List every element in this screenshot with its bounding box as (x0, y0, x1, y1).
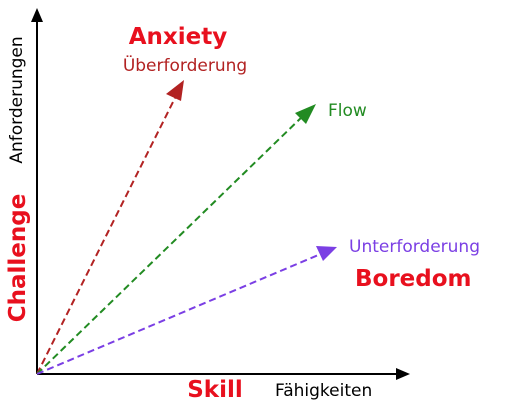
y-axis-arrowhead (31, 8, 43, 22)
ueberforderung-label: Überforderung (123, 54, 247, 76)
x-axis-label-skill: Skill (187, 377, 243, 401)
anxiety-arrow (36, 91, 179, 375)
x-axis-label-faehigkeiten: Fähigkeiten (275, 381, 372, 401)
boredom-arrowhead (316, 246, 337, 261)
y-axis-label-challenge: Challenge (5, 194, 31, 323)
anxiety-label: Anxiety (129, 24, 227, 50)
x-axis-arrowhead (396, 368, 410, 380)
unterforderung-label: Unterforderung (349, 237, 480, 257)
flow-arrowhead (295, 104, 316, 124)
boredom-arrow (36, 252, 324, 375)
flow-label: Flow (328, 101, 367, 121)
boredom-label: Boredom (355, 266, 472, 292)
flow-arrow (36, 113, 306, 375)
y-axis-label-anforderungen: Anforderungen (7, 36, 27, 163)
anxiety-arrowhead (166, 80, 184, 101)
